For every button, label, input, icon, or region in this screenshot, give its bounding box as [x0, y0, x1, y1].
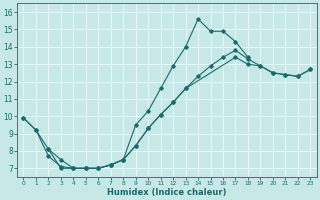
X-axis label: Humidex (Indice chaleur): Humidex (Indice chaleur) [107, 188, 227, 197]
